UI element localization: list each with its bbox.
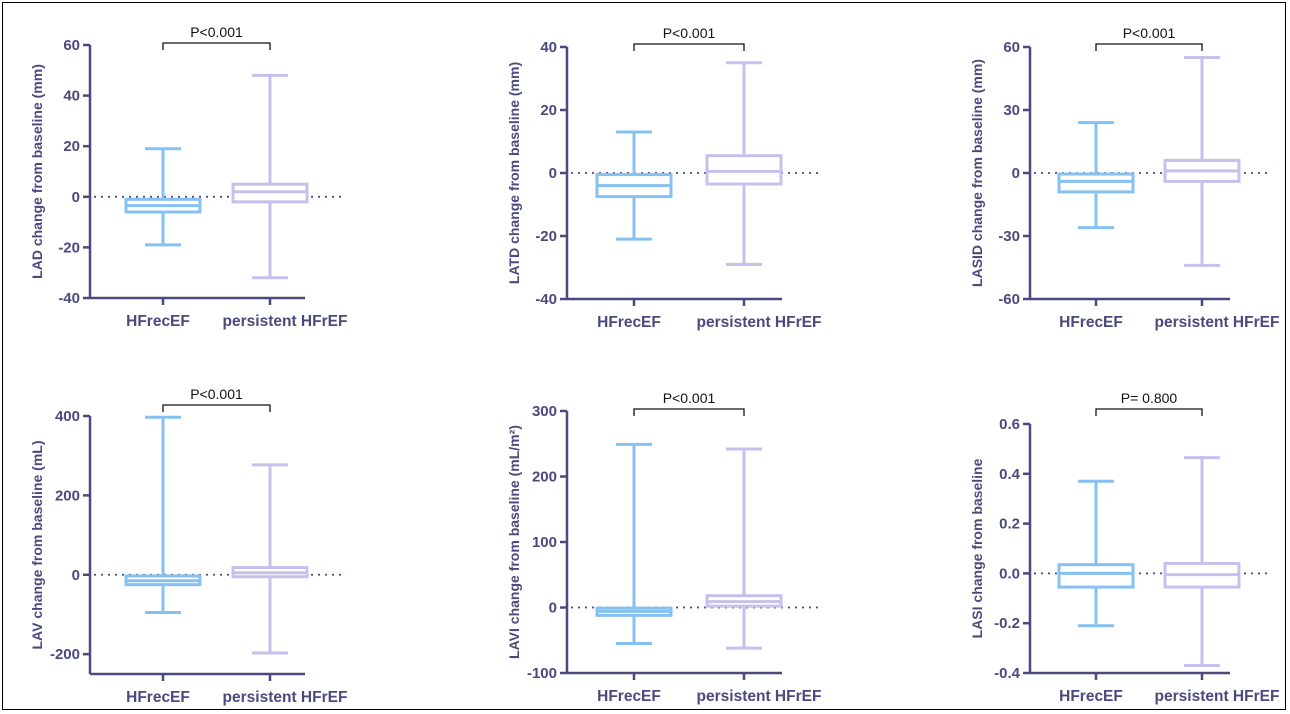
box-hfrecef xyxy=(595,442,673,646)
y-axis-title: LATD change from baseline (mm) xyxy=(506,62,522,284)
box-panel-1: 60 40 20 0 -20 -40 HFrecEF persistent HFrEF LAD … xyxy=(29,24,347,330)
p-value-label: P<0.001 xyxy=(663,390,716,406)
box-hfrecef xyxy=(1057,121,1135,230)
x-category-label: persistent HFrEF xyxy=(697,314,822,331)
iqr-box xyxy=(1057,563,1135,589)
box-persistent-hfref xyxy=(1163,456,1241,668)
x-category-label: persistent HFrEF xyxy=(1155,688,1280,705)
y-tick-label: 300 xyxy=(532,403,557,420)
y-tick-label: -40 xyxy=(535,291,557,308)
y-axis-title: LASI change from baseline xyxy=(969,458,985,638)
box-persistent-hfref xyxy=(705,447,783,650)
y-tick-label: -60 xyxy=(998,291,1020,308)
y-tick-label: 200 xyxy=(55,487,80,504)
p-value-label: P<0.001 xyxy=(190,386,243,402)
box-panel-2: 40 20 0 -20 -40 HFrecEF persistent HFrEF LATD c… xyxy=(506,25,822,331)
box-panel-6: 0.6 0.4 0.2 0.0 -0.2 -0.4 HFrecEF persistent HF… xyxy=(969,390,1279,705)
y-tick-label: 30 xyxy=(1003,102,1020,119)
box-panel-3: 60 30 0 -30 -60 HFrecEF persistent HFrEF LASID … xyxy=(969,25,1279,331)
y-tick-label: 0.4 xyxy=(999,466,1021,483)
y-tick-label: 400 xyxy=(55,408,80,425)
y-tick-label: 20 xyxy=(540,102,557,119)
y-tick-label: -40 xyxy=(58,290,80,307)
y-tick-label: -20 xyxy=(535,228,557,245)
x-category-label: persistent HFrEF xyxy=(223,313,348,330)
y-tick-label: 0.0 xyxy=(999,565,1020,582)
y-axis-title: LASID change from baseline (mm) xyxy=(969,59,985,287)
significance-bracket xyxy=(162,404,271,412)
y-tick-label: 0.2 xyxy=(999,516,1020,533)
y-tick-label: 20 xyxy=(63,138,80,155)
iqr-box xyxy=(1057,172,1135,194)
x-category-label: HFrecEF xyxy=(1059,314,1123,331)
y-tick-label: 0 xyxy=(549,600,557,617)
box-persistent-hfref xyxy=(231,463,309,655)
y-tick-label: -200 xyxy=(50,646,80,663)
y-tick-label: 100 xyxy=(532,534,557,551)
box-persistent-hfref xyxy=(1163,56,1241,267)
x-category-label: persistent HFrEF xyxy=(697,688,822,705)
y-tick-label: 60 xyxy=(63,37,80,54)
p-value-label: P<0.001 xyxy=(1123,25,1176,41)
significance-bracket xyxy=(1095,43,1203,51)
y-tick-label: -0.4 xyxy=(994,665,1021,682)
p-value-label: P<0.001 xyxy=(190,24,243,40)
y-tick-label: 40 xyxy=(540,39,557,56)
significance-bracket xyxy=(1095,408,1203,416)
y-tick-label: 0 xyxy=(72,189,80,206)
significance-bracket xyxy=(633,408,745,416)
y-tick-label: -0.2 xyxy=(994,615,1020,632)
box-persistent-hfref xyxy=(231,73,309,280)
x-category-label: HFrecEF xyxy=(1059,688,1123,705)
x-category-label: HFrecEF xyxy=(126,689,190,706)
p-value-label: P= 0.800 xyxy=(1121,390,1178,406)
y-tick-label: 0 xyxy=(1012,165,1020,182)
x-category-label: HFrecEF xyxy=(597,688,661,705)
y-axis-title: LAD change from baseline (mm) xyxy=(29,64,45,279)
y-tick-label: 40 xyxy=(63,88,80,105)
box-hfrecef xyxy=(1057,479,1135,628)
x-category-label: persistent HFrEF xyxy=(223,689,348,706)
significance-bracket xyxy=(162,42,271,50)
box-hfrecef xyxy=(124,147,202,247)
y-tick-label: -100 xyxy=(527,665,557,682)
y-tick-label: -20 xyxy=(58,239,80,256)
x-category-label: persistent HFrEF xyxy=(1155,314,1280,331)
y-tick-label: 0 xyxy=(72,567,80,584)
y-tick-label: 0 xyxy=(549,165,557,182)
box-hfrecef xyxy=(595,130,673,241)
p-value-label: P<0.001 xyxy=(663,25,716,41)
iqr-box xyxy=(705,154,783,186)
y-tick-label: 200 xyxy=(532,469,557,486)
y-tick-label: 0.6 xyxy=(999,416,1020,433)
y-axis-title: LAV change from baseline (mL) xyxy=(29,441,45,650)
y-tick-label: -30 xyxy=(998,228,1020,245)
significance-bracket xyxy=(633,43,745,51)
box-persistent-hfref xyxy=(705,61,783,266)
box-hfrecef xyxy=(124,415,202,614)
x-category-label: HFrecEF xyxy=(597,314,661,331)
y-axis-title: LAVI change from baseline (mL/m²) xyxy=(506,425,522,659)
x-category-label: HFrecEF xyxy=(126,313,190,330)
box-panel-4: 400 200 0 -200 HFrecEF persistent HFrEF LAV ch… xyxy=(29,386,347,706)
box-panel-5: 300 200 100 0 -100 HFrecEF persistent HFrEF LAV… xyxy=(506,390,822,705)
y-tick-label: 60 xyxy=(1003,39,1020,56)
